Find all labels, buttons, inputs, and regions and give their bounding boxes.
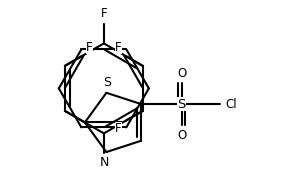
Text: S: S (177, 98, 186, 111)
Text: F: F (115, 122, 122, 135)
Text: O: O (177, 129, 186, 142)
Text: S: S (103, 76, 112, 89)
Text: F: F (100, 7, 107, 20)
Text: F: F (115, 41, 122, 54)
Text: F: F (86, 41, 92, 54)
Text: O: O (177, 67, 186, 80)
Text: F: F (100, 156, 107, 169)
Text: Cl: Cl (225, 98, 237, 111)
Text: N: N (99, 156, 109, 169)
